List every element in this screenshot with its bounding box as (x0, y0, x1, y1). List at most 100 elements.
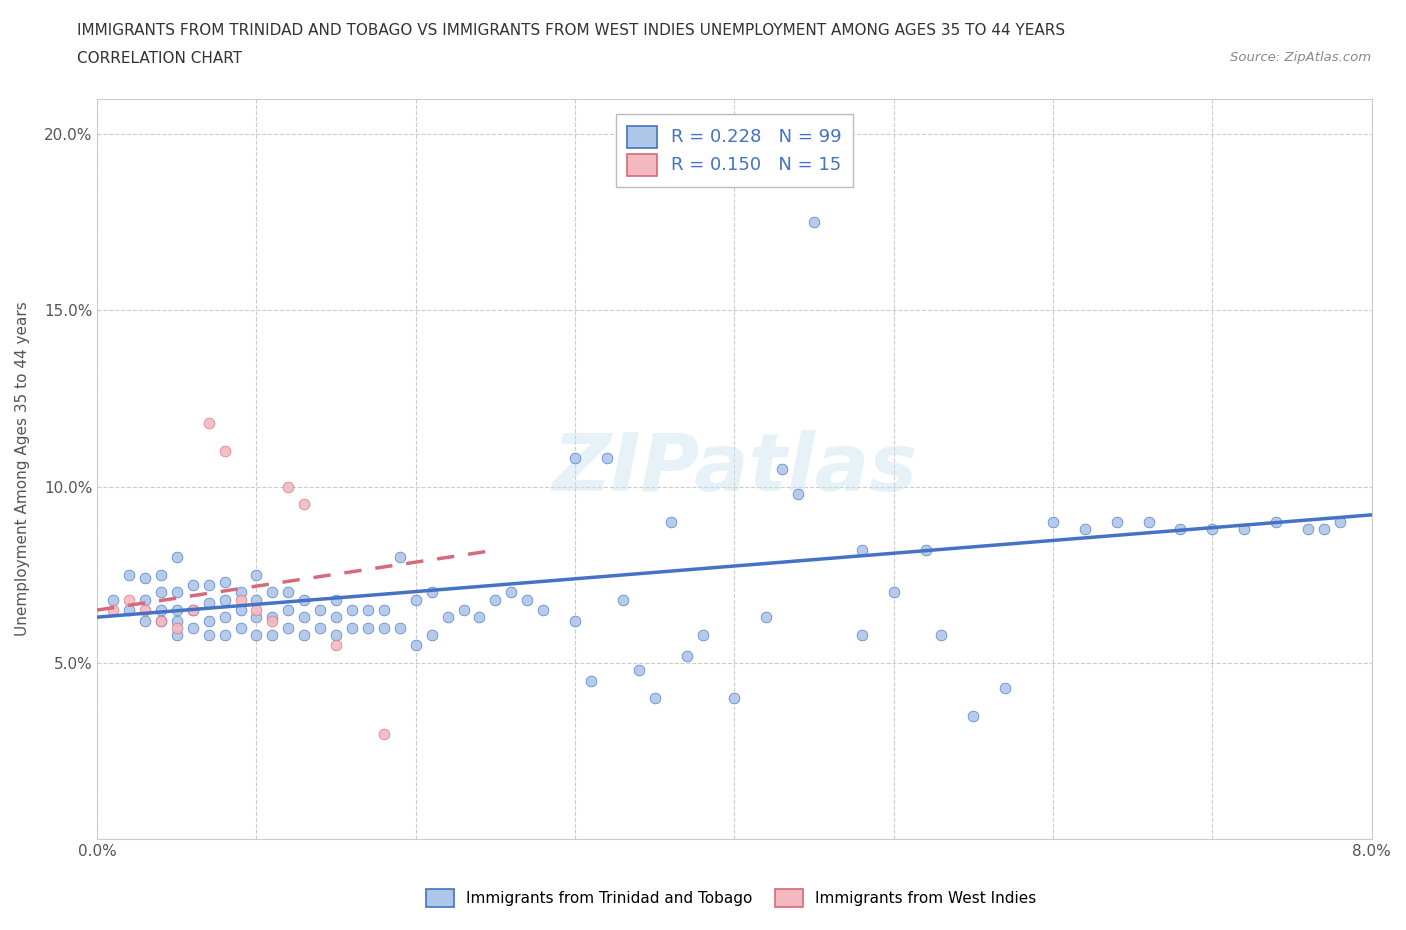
Point (357, 603, 380, 618)
Point (1233, 522, 1256, 537)
Point (229, 620, 252, 635)
Point (388, 620, 411, 635)
Point (229, 592, 252, 607)
Point (245, 603, 267, 618)
Point (373, 620, 395, 635)
Point (214, 575, 236, 590)
Point (436, 610, 458, 625)
Point (292, 610, 315, 625)
Point (277, 620, 299, 635)
Point (245, 610, 267, 625)
Point (166, 585, 188, 600)
Point (149, 613, 172, 628)
Point (197, 628, 219, 643)
Point (340, 603, 363, 618)
Point (659, 514, 682, 529)
Point (262, 613, 284, 628)
Point (197, 416, 219, 431)
Point (373, 603, 395, 618)
Legend: R = 0.228   N = 99, R = 0.150   N = 15: R = 0.228 N = 99, R = 0.150 N = 15 (616, 114, 853, 187)
Point (118, 603, 141, 618)
Point (531, 603, 554, 618)
Legend: Immigrants from Trinidad and Tobago, Immigrants from West Indies: Immigrants from Trinidad and Tobago, Imm… (420, 884, 1042, 913)
Point (501, 585, 523, 600)
Point (787, 486, 810, 501)
Point (197, 578, 219, 592)
Point (803, 215, 825, 230)
Point (564, 613, 586, 628)
Point (1201, 522, 1223, 537)
Point (325, 628, 347, 643)
Point (214, 628, 236, 643)
Point (931, 628, 953, 643)
Point (181, 603, 204, 618)
Point (675, 648, 697, 663)
Point (292, 592, 315, 607)
Point (214, 592, 236, 607)
Point (1296, 522, 1319, 537)
Point (229, 603, 252, 618)
Point (883, 585, 905, 600)
Point (1265, 514, 1288, 529)
Point (245, 592, 267, 607)
Point (166, 550, 188, 565)
Point (357, 620, 380, 635)
Point (1170, 522, 1192, 537)
Y-axis label: Unemployment Among Ages 35 to 44 years: Unemployment Among Ages 35 to 44 years (15, 301, 30, 636)
Point (181, 578, 204, 592)
Point (166, 620, 188, 635)
Point (723, 691, 745, 706)
Point (118, 592, 141, 607)
Point (627, 662, 650, 677)
Point (994, 680, 1017, 695)
Point (420, 585, 443, 600)
Point (101, 592, 124, 607)
Point (325, 592, 347, 607)
Point (197, 613, 219, 628)
Point (118, 567, 141, 582)
Text: CORRELATION CHART: CORRELATION CHART (77, 51, 242, 66)
Point (755, 610, 778, 625)
Point (292, 628, 315, 643)
Point (468, 610, 491, 625)
Point (596, 451, 619, 466)
Point (405, 638, 427, 653)
Text: IMMIGRANTS FROM TRINIDAD AND TOBAGO VS IMMIGRANTS FROM WEST INDIES UNEMPLOYMENT : IMMIGRANTS FROM TRINIDAD AND TOBAGO VS I… (77, 23, 1066, 38)
Point (388, 550, 411, 565)
Point (197, 595, 219, 610)
Point (405, 592, 427, 607)
Point (149, 585, 172, 600)
Point (166, 603, 188, 618)
Point (134, 613, 156, 628)
Point (484, 592, 506, 607)
Point (214, 610, 236, 625)
Point (245, 628, 267, 643)
Point (612, 592, 634, 607)
Point (851, 628, 873, 643)
Point (770, 461, 793, 476)
Point (564, 451, 586, 466)
Point (914, 543, 936, 558)
Point (579, 673, 602, 688)
Point (245, 567, 267, 582)
Point (644, 691, 666, 706)
Point (1105, 514, 1128, 529)
Point (309, 620, 332, 635)
Point (262, 585, 284, 600)
Point (1137, 514, 1160, 529)
Point (149, 567, 172, 582)
Point (373, 726, 395, 741)
Text: ZIPatlas: ZIPatlas (553, 430, 917, 508)
Point (309, 603, 332, 618)
Point (1074, 522, 1097, 537)
Point (516, 592, 538, 607)
Point (181, 620, 204, 635)
Point (340, 620, 363, 635)
Point (1313, 522, 1336, 537)
Text: Source: ZipAtlas.com: Source: ZipAtlas.com (1230, 51, 1371, 64)
Point (134, 592, 156, 607)
Point (277, 479, 299, 494)
Point (262, 628, 284, 643)
Point (692, 628, 714, 643)
Point (134, 571, 156, 586)
